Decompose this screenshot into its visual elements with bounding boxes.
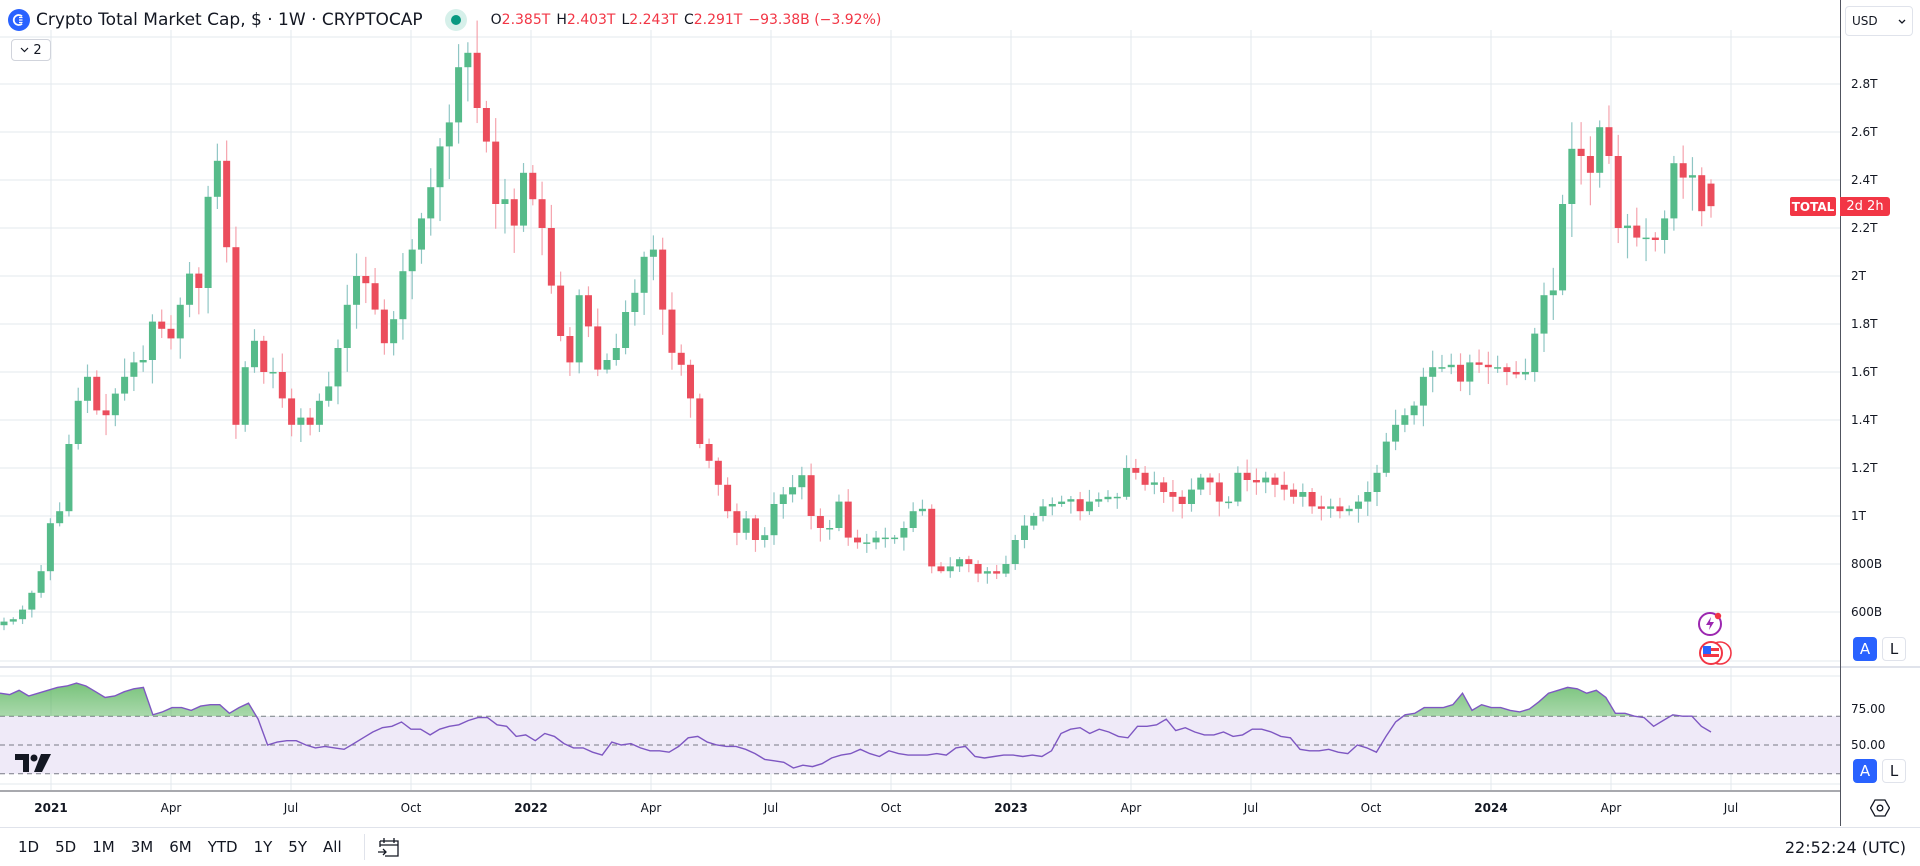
low-label: L (621, 12, 630, 28)
toolbar-divider (363, 834, 365, 860)
lightning-event-icon[interactable] (1697, 609, 1725, 641)
price-axis-label: 2.6T (1851, 125, 1878, 139)
rsi-auto-scale-button[interactable]: A (1853, 759, 1877, 783)
settings-hexagon-icon[interactable] (1868, 796, 1892, 820)
range-button-1y[interactable]: 1Y (253, 838, 273, 856)
chevron-down-icon (20, 47, 29, 53)
date-range-buttons: 1D 5D 1M 3M 6M YTD 1Y 5Y All (10, 833, 350, 861)
time-axis-label: Apr (1601, 801, 1622, 815)
bar-countdown-tag: 2d 2h (1840, 197, 1890, 216)
time-axis-label: Oct (1361, 801, 1382, 815)
rsi-axis-label: 50.00 (1851, 738, 1885, 752)
tradingview-logo-icon[interactable] (13, 752, 53, 778)
market-open-dot-icon[interactable] (444, 9, 467, 31)
change-value: −93.38B (−3.92%) (748, 12, 882, 28)
us-economic-event-icon[interactable] (1697, 639, 1735, 671)
time-axis-label: Apr (1121, 801, 1142, 815)
high-value: 2.403T (566, 12, 616, 28)
time-axis-label: Oct (401, 801, 422, 815)
currency-select[interactable]: USD (1845, 6, 1913, 36)
close-label: C (683, 12, 694, 28)
cryptocap-logo-icon (8, 9, 30, 31)
price-axis-label: 1.2T (1851, 461, 1878, 475)
time-axis-label: Jul (763, 801, 778, 815)
bottom-toolbar: 1D 5D 1M 3M 6M YTD 1Y 5Y All 22:52:24 (UTC) (0, 827, 1920, 866)
log-scale-button[interactable]: L (1882, 637, 1906, 661)
currency-value: USD (1852, 14, 1878, 28)
time-axis-label: 2023 (994, 801, 1027, 815)
utc-clock[interactable]: 22:52:24 (UTC) (1784, 838, 1906, 857)
time-axis-label: 2022 (514, 801, 547, 815)
price-axis-label: 600B (1851, 605, 1882, 619)
rsi-axis-label: 75.00 (1851, 702, 1885, 716)
price-axis-label: 2.2T (1851, 221, 1878, 235)
time-axis-label: Apr (641, 801, 662, 815)
price-axis-label: 800B (1851, 557, 1882, 571)
low-value: 2.243T (629, 12, 678, 28)
range-button-all[interactable]: All (323, 838, 342, 856)
range-button-1d[interactable]: 1D (18, 838, 40, 856)
time-axis-label: Jul (283, 801, 298, 815)
collapse-indicators-button[interactable]: 2 (11, 39, 51, 61)
go-to-date-button[interactable] (375, 833, 403, 861)
time-axis-label: Jul (1243, 801, 1258, 815)
price-axis-label: 2.4T (1851, 173, 1878, 187)
time-axis-label: Oct (881, 801, 902, 815)
range-button-3m[interactable]: 3M (130, 838, 154, 856)
range-button-1m[interactable]: 1M (92, 838, 115, 856)
series-legend: Crypto Total Market Cap, $ · 1W · CRYPTO… (8, 8, 881, 32)
chevron-down-icon (1898, 19, 1906, 24)
price-axis-label: 1.8T (1851, 317, 1878, 331)
price-axis-label: 2T (1851, 269, 1867, 283)
indicator-count: 2 (33, 42, 42, 58)
range-button-6m[interactable]: 6M (169, 838, 192, 856)
high-label: H (556, 12, 567, 28)
time-axis-label: Jul (1723, 801, 1738, 815)
price-axis-label: 1.6T (1851, 365, 1878, 379)
open-value: 2.385T (501, 12, 551, 28)
time-axis-label: 2021 (34, 801, 67, 815)
rsi-log-scale-button[interactable]: L (1882, 759, 1906, 783)
open-label: O (490, 12, 502, 28)
close-value: 2.291T (693, 12, 743, 28)
calendar-goto-icon (377, 838, 399, 857)
ohlc-values: O2.385T H2.403T L2.243T C2.291T −93.38B … (491, 12, 882, 28)
auto-scale-button[interactable]: A (1853, 637, 1877, 661)
range-button-ytd[interactable]: YTD (207, 838, 238, 856)
price-axis-label: 2.8T (1851, 77, 1878, 91)
price-axis-label: 1.4T (1851, 413, 1878, 427)
last-price-symbol-tag: TOTAL (1790, 197, 1836, 216)
time-axis-label: Apr (161, 801, 182, 815)
range-button-5y[interactable]: 5Y (288, 838, 308, 856)
symbol-title[interactable]: Crypto Total Market Cap, $ · 1W · CRYPTO… (36, 10, 423, 30)
price-axis-label: 1T (1851, 509, 1867, 523)
range-button-5d[interactable]: 5D (55, 838, 77, 856)
time-axis-label: 2024 (1474, 801, 1507, 815)
